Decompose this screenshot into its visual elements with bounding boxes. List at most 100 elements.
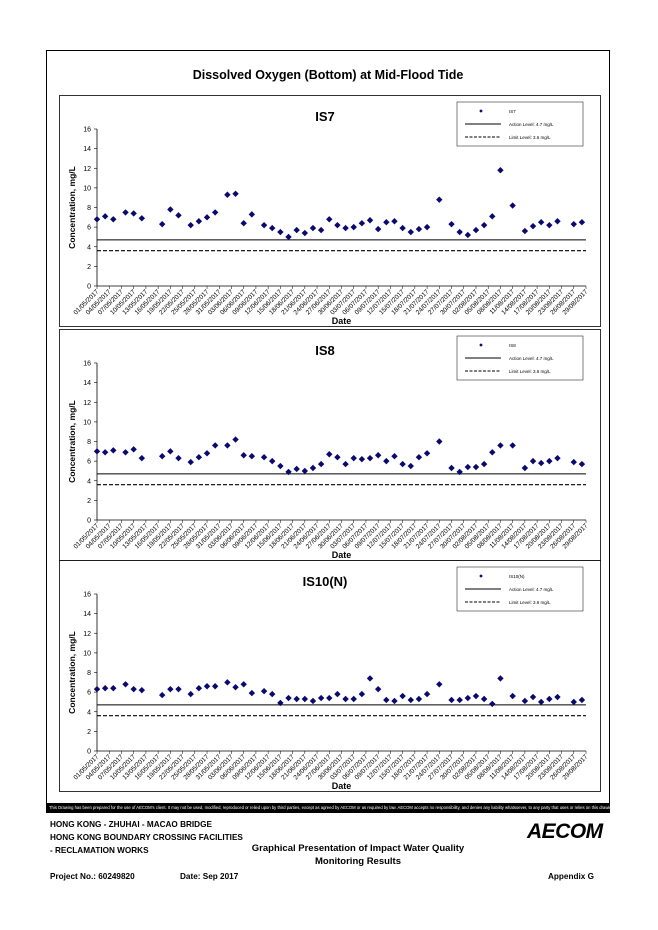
data-point: [285, 233, 292, 241]
data-point: [423, 450, 431, 457]
data-point: [232, 436, 239, 443]
data-point: [317, 460, 325, 468]
data-point: [110, 447, 117, 454]
data-point: [529, 693, 537, 701]
data-point: [138, 686, 146, 694]
data-point: [497, 442, 504, 449]
drawing-title-line-2: Monitoring Results: [314, 856, 402, 867]
data-point: [293, 226, 300, 234]
y-tick-label: 0: [87, 749, 91, 756]
y-tick-label: 10: [83, 650, 91, 657]
legend: IS7 Action Level: 4.7 mg/L Limit Level: 3.…: [456, 101, 584, 147]
data-point: [415, 225, 423, 233]
y-tick-label: 12: [83, 400, 91, 407]
data-point: [334, 221, 341, 229]
y-tick-label: 12: [83, 631, 91, 638]
data-point: [260, 221, 268, 229]
y-axis-label: Concentration, mg/L: [67, 166, 77, 249]
y-tick-label: 8: [87, 670, 91, 677]
data-point: [195, 454, 203, 461]
data-point: [309, 224, 317, 232]
data-point: [350, 223, 357, 231]
y-tick-label: 16: [83, 592, 91, 599]
data-point: [317, 226, 325, 234]
data-point: [342, 224, 349, 232]
legend-entry: Limit Level: 3.6 mg/L: [509, 135, 551, 140]
data-point: [578, 696, 586, 704]
chart-is8: IS8024681012141601/05/201704/05/201707/0…: [59, 329, 601, 561]
data-point: [101, 213, 109, 220]
data-point: [110, 216, 117, 223]
data-point: [211, 209, 219, 216]
data-point: [521, 697, 529, 705]
chart-title: IS7: [315, 109, 335, 124]
data-point: [93, 448, 101, 455]
x-axis-label: Date: [332, 781, 352, 791]
data-point: [159, 691, 166, 699]
data-point: [578, 460, 586, 468]
y-tick-label: 8: [87, 439, 91, 446]
data-point: [448, 220, 455, 228]
data-point: [130, 446, 137, 453]
data-point: [391, 453, 398, 460]
legend-entry: IS8: [509, 343, 516, 348]
data-point: [570, 220, 577, 228]
data-point: [529, 457, 537, 465]
y-tick-label: 16: [83, 361, 91, 368]
data-point: [277, 462, 284, 470]
y-tick-label: 10: [83, 419, 91, 426]
y-tick-label: 2: [87, 264, 91, 271]
data-point: [224, 679, 231, 686]
y-tick-label: 4: [87, 709, 91, 716]
y-tick-label: 0: [87, 518, 91, 525]
data-point: [472, 463, 480, 471]
aecom-logo: AECOM: [527, 820, 603, 843]
y-tick-label: 4: [87, 478, 91, 485]
legend-marker: [479, 109, 483, 113]
disclaimer-bar: This Drawing has been prepared for the u…: [46, 803, 610, 813]
data-point: [159, 453, 166, 460]
data-point: [391, 218, 398, 225]
drawing-date: Date: Sep 2017: [180, 872, 239, 881]
y-tick-label: 8: [87, 205, 91, 212]
data-point: [211, 442, 219, 449]
data-point: [570, 698, 577, 706]
data-point: [224, 191, 231, 198]
legend-marker: [479, 343, 483, 347]
data-point: [248, 453, 256, 460]
legend-entry: Limit Level: 3.6 mg/L: [509, 369, 551, 374]
x-axis-label: Date: [332, 550, 352, 560]
data-point: [415, 454, 423, 461]
data-point: [489, 449, 496, 456]
legend: IS10(N) Action Level: 4.7 mg/L Limit Level…: [456, 566, 584, 612]
data-point: [399, 460, 406, 468]
data-point: [326, 216, 333, 223]
data-point: [195, 218, 203, 225]
drawing-title-line-1: Graphical Presentation of Impact Water Q…: [251, 843, 465, 854]
data-point: [301, 467, 309, 475]
legend-entry: IS10(N): [509, 574, 525, 579]
y-tick-label: 6: [87, 690, 91, 697]
data-point: [187, 221, 194, 229]
data-point: [448, 464, 455, 472]
data-point: [456, 468, 463, 476]
data-point: [480, 221, 488, 229]
data-point: [301, 229, 309, 237]
data-point: [232, 190, 239, 197]
data-point: [240, 452, 247, 459]
data-point: [509, 202, 516, 209]
data-point: [93, 216, 101, 223]
data-point: [521, 464, 529, 472]
data-point: [342, 460, 349, 468]
y-tick-label: 6: [87, 225, 91, 232]
data-point: [399, 224, 406, 232]
legend: IS8 Action Level: 4.7 mg/L Limit Level: 3.…: [456, 335, 584, 381]
y-tick-label: 2: [87, 498, 91, 505]
data-point: [472, 226, 480, 234]
legend-entry: Action Level: 4.7 mg/L: [509, 587, 554, 592]
data-point: [138, 215, 146, 222]
data-point: [138, 454, 146, 462]
data-point: [334, 454, 341, 461]
data-point: [358, 220, 366, 227]
data-point: [537, 698, 545, 706]
